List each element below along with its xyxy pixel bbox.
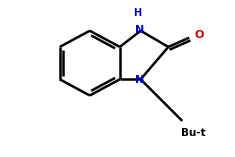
Text: N: N bbox=[135, 76, 144, 85]
Text: O: O bbox=[195, 30, 204, 40]
Text: Bu-t: Bu-t bbox=[181, 128, 206, 138]
Text: H: H bbox=[133, 8, 141, 18]
Text: N: N bbox=[135, 25, 144, 35]
